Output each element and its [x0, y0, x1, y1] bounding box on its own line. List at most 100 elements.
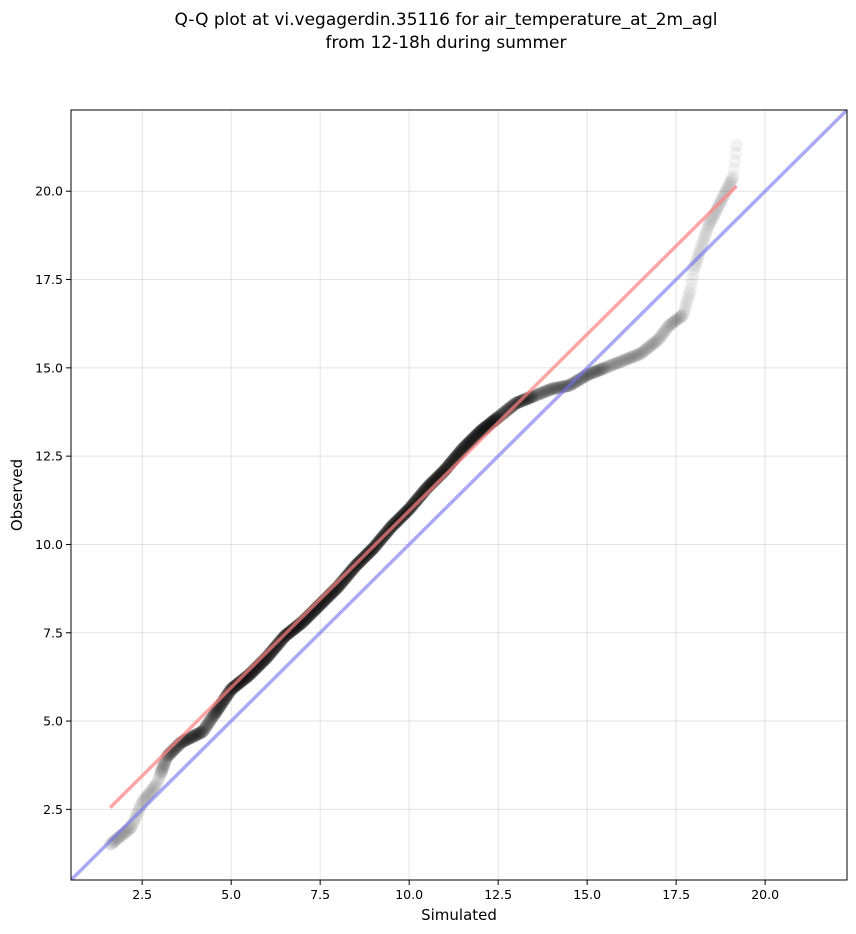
- qq-point: [632, 347, 646, 361]
- qq-point: [410, 493, 424, 507]
- qq-point: [592, 363, 606, 377]
- qq-point: [104, 837, 118, 851]
- qq-point: [608, 357, 622, 371]
- qq-point: [650, 334, 664, 348]
- qq-point: [587, 365, 601, 379]
- qq-point: [656, 327, 670, 341]
- y-tick-label: 20.0: [35, 184, 63, 199]
- qq-point: [339, 570, 353, 584]
- qq-point: [696, 235, 710, 249]
- qq-point: [343, 565, 357, 579]
- qq-point: [666, 315, 680, 329]
- qq-point: [283, 625, 297, 639]
- x-tick-label: 15.0: [573, 887, 601, 902]
- qq-point: [288, 621, 302, 635]
- qq-point: [666, 316, 680, 330]
- qq-point: [193, 726, 207, 740]
- qq-point: [549, 381, 563, 395]
- qq-point: [196, 725, 210, 739]
- qq-point: [205, 711, 219, 725]
- qq-point: [600, 360, 614, 374]
- qq-point: [147, 781, 161, 795]
- qq-point: [548, 381, 562, 395]
- qq-point: [230, 678, 244, 692]
- qq-point: [614, 354, 628, 368]
- qq-point: [668, 314, 682, 328]
- qq-point: [601, 360, 615, 374]
- qq-point: [536, 386, 550, 400]
- qq-point: [235, 674, 249, 688]
- qq-point: [412, 490, 426, 504]
- qq-point: [597, 361, 611, 375]
- qq-point: [590, 364, 604, 378]
- qq-point: [610, 356, 624, 370]
- qq-point: [639, 342, 653, 356]
- qq-point: [638, 343, 652, 357]
- qq-point: [154, 766, 168, 780]
- qq-point: [726, 170, 740, 184]
- qq-point: [222, 686, 236, 700]
- x-tick-label: 12.5: [484, 887, 512, 902]
- qq-point: [145, 783, 159, 797]
- qq-point: [106, 835, 120, 849]
- qq-point: [272, 636, 286, 650]
- qq-point: [502, 402, 516, 416]
- qq-point: [285, 624, 299, 638]
- qq-point: [585, 366, 599, 380]
- qq-point: [676, 308, 690, 322]
- qq-point: [629, 348, 643, 362]
- qq-point: [623, 351, 637, 365]
- qq-point: [572, 373, 586, 387]
- qq-point: [273, 635, 287, 649]
- qq-point: [199, 719, 213, 733]
- qq-point: [528, 389, 542, 403]
- qq-point: [619, 352, 633, 366]
- qq-point: [684, 278, 698, 292]
- qq-point: [637, 344, 651, 358]
- qq-point: [615, 354, 629, 368]
- qq-point: [202, 715, 216, 729]
- y-tick-label: 10.0: [35, 537, 63, 552]
- qq-point: [607, 357, 621, 371]
- qq-point: [530, 388, 544, 402]
- qq-point: [679, 299, 693, 313]
- qq-point: [545, 382, 559, 396]
- qq-point: [231, 677, 245, 691]
- qq-point: [595, 362, 609, 376]
- qq-point: [682, 286, 696, 300]
- qq-point: [189, 728, 203, 742]
- qq-point: [198, 721, 212, 735]
- qq-point: [625, 350, 639, 364]
- qq-point: [626, 350, 640, 364]
- qq-point: [234, 674, 248, 688]
- qq-point: [220, 689, 234, 703]
- qq-point: [663, 318, 677, 332]
- qq-point: [189, 728, 203, 742]
- qq-point: [584, 366, 598, 380]
- qq-point: [662, 318, 676, 332]
- qq-point: [545, 382, 559, 396]
- qq-point: [184, 730, 198, 744]
- qq-point: [268, 641, 282, 655]
- qq-point: [531, 387, 545, 401]
- qq-point: [284, 624, 298, 638]
- qq-point: [157, 759, 171, 773]
- qq-point: [723, 175, 737, 189]
- qq-point: [183, 731, 197, 745]
- qq-point: [190, 727, 204, 741]
- y-tick-label: 2.5: [43, 802, 63, 817]
- qq-point: [657, 326, 671, 340]
- x-tick-label: 20.0: [751, 887, 779, 902]
- qq-point: [192, 726, 206, 740]
- qq-point: [605, 358, 619, 372]
- qq-point: [501, 403, 515, 417]
- qq-point: [221, 688, 235, 702]
- qq-point: [153, 768, 167, 782]
- qq-point: [191, 727, 205, 741]
- qq-point: [200, 718, 214, 732]
- qq-point: [686, 267, 700, 281]
- qq-point: [603, 359, 617, 373]
- qq-point: [610, 356, 624, 370]
- y-axis-label: Observed: [8, 459, 26, 531]
- qq-point: [593, 363, 607, 377]
